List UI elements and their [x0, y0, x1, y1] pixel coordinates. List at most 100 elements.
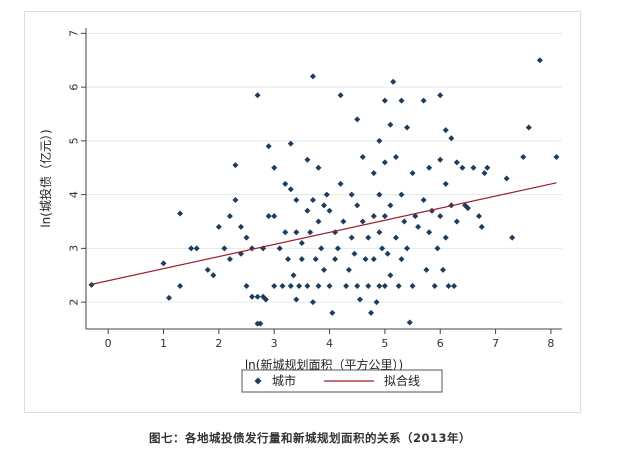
data-point: [315, 283, 322, 289]
data-point: [359, 154, 366, 160]
data-point: [348, 191, 355, 198]
data-point: [442, 127, 449, 134]
data-point: [337, 180, 344, 187]
data-point: [381, 213, 388, 220]
data-point: [440, 266, 446, 273]
data-point: [373, 299, 380, 306]
data-point: [404, 124, 411, 131]
data-point: [365, 283, 372, 289]
x-tick-label: 3: [271, 337, 278, 350]
data-point: [304, 156, 311, 163]
data-point: [356, 296, 363, 303]
data-point: [381, 159, 388, 166]
plot-area: [86, 28, 562, 329]
data-point: [293, 296, 300, 303]
grid-lines: [86, 32, 562, 303]
data-point: [359, 218, 366, 225]
data-point: [321, 202, 327, 209]
data-point: [370, 170, 377, 177]
legend-marker-diamond-icon: [254, 377, 262, 385]
data-point: [420, 197, 427, 203]
data-point: [445, 283, 452, 289]
data-point: [293, 229, 300, 236]
data-point: [287, 186, 294, 193]
scatter-chart: 2 3 4 5 6 7 0 1 2 3 4 5 6 7 8 ln(新城规划面积（平方公里）) ln(城投债（…: [38, 28, 562, 393]
data-point: [293, 197, 300, 203]
legend: 城市 拟合线: [241, 369, 443, 393]
data-point: [304, 283, 311, 289]
x-tick-label: 1: [160, 337, 167, 350]
data-point: [282, 180, 289, 187]
data-point: [318, 245, 325, 252]
data-point: [343, 283, 350, 289]
data-point: [160, 260, 167, 267]
x-tick-label: 5: [381, 337, 388, 350]
data-point: [296, 283, 303, 289]
data-point: [243, 234, 250, 241]
data-point: [276, 245, 283, 252]
data-point: [249, 293, 256, 300]
data-point: [376, 229, 383, 236]
data-point: [370, 213, 377, 220]
data-point: [434, 245, 441, 252]
data-point: [354, 283, 361, 289]
legend-label-cities: 城市: [272, 373, 296, 388]
data-points: [88, 57, 560, 327]
data-point: [265, 213, 272, 220]
data-point: [315, 218, 322, 225]
data-point: [309, 73, 316, 80]
data-point: [525, 124, 532, 131]
data-point: [340, 218, 347, 225]
data-point: [376, 137, 383, 144]
y-axis-title: ln(城投债（亿元）): [38, 129, 53, 227]
data-point: [423, 266, 430, 273]
data-point: [437, 92, 444, 99]
data-point: [312, 256, 319, 263]
data-point: [426, 164, 433, 171]
data-point: [392, 154, 399, 160]
data-point: [221, 245, 228, 252]
data-point: [279, 283, 286, 289]
data-point: [166, 294, 173, 301]
data-point: [464, 205, 471, 212]
data-point: [470, 164, 477, 171]
data-point: [177, 210, 184, 217]
data-point: [404, 245, 411, 252]
y-tick-label: 7: [68, 30, 81, 37]
data-point: [271, 213, 278, 220]
data-point: [398, 256, 405, 263]
data-point: [398, 191, 405, 198]
data-point: [298, 240, 305, 246]
data-point: [321, 266, 327, 273]
data-point: [282, 229, 289, 236]
data-point: [329, 309, 336, 316]
data-point: [309, 197, 316, 203]
data-point: [376, 283, 383, 289]
data-point: [348, 234, 355, 241]
y-tick-label: 5: [68, 137, 81, 144]
data-point: [481, 170, 488, 177]
data-point: [459, 164, 466, 171]
data-point: [309, 299, 316, 306]
data-point: [271, 283, 278, 289]
data-point: [254, 92, 261, 99]
data-point: [453, 218, 460, 225]
data-point: [323, 191, 330, 198]
data-point: [290, 272, 297, 279]
data-point: [381, 283, 388, 289]
data-point: [345, 266, 352, 273]
data-point: [254, 293, 261, 300]
data-point: [475, 213, 482, 220]
data-point: [426, 229, 433, 236]
data-point: [265, 143, 272, 150]
data-point: [262, 296, 269, 303]
data-point: [188, 245, 195, 252]
x-axis-title: ln(新城规划面积（平方公里）): [245, 357, 403, 372]
data-point: [193, 245, 200, 252]
data-point: [376, 191, 383, 198]
x-tick-label: 7: [492, 337, 499, 350]
data-point: [354, 202, 361, 209]
data-point: [451, 283, 458, 289]
data-point: [177, 283, 184, 289]
data-point: [453, 159, 460, 166]
